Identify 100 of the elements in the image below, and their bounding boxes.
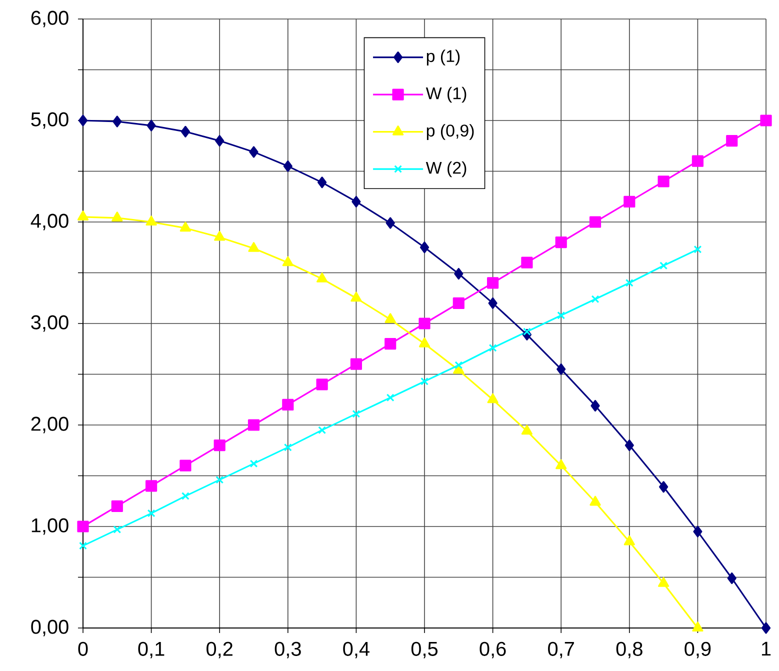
point bbox=[214, 440, 226, 452]
point bbox=[147, 509, 156, 518]
legend-label: W (2) bbox=[426, 161, 466, 178]
x-tick-label: 0,2 bbox=[206, 642, 232, 658]
point bbox=[250, 460, 258, 468]
point bbox=[624, 196, 636, 208]
point bbox=[215, 134, 224, 147]
point bbox=[557, 311, 566, 320]
y-tick-label: 4,00 bbox=[30, 214, 68, 230]
point bbox=[318, 426, 326, 434]
point bbox=[216, 476, 224, 484]
point bbox=[693, 526, 702, 538]
point bbox=[180, 126, 190, 138]
point bbox=[350, 292, 362, 302]
point bbox=[692, 622, 704, 632]
point bbox=[659, 481, 668, 493]
point bbox=[386, 217, 395, 229]
point bbox=[146, 480, 158, 492]
point bbox=[590, 400, 600, 412]
point bbox=[384, 338, 396, 350]
point bbox=[556, 459, 567, 470]
point bbox=[727, 572, 736, 584]
point bbox=[454, 361, 463, 370]
point bbox=[658, 176, 670, 188]
point bbox=[522, 328, 531, 336]
x-tick-label: 0,7 bbox=[548, 642, 574, 658]
legend-label: p (1) bbox=[426, 50, 460, 66]
point bbox=[590, 496, 601, 506]
point bbox=[589, 216, 602, 228]
x-tick-label: 0,1 bbox=[138, 642, 164, 658]
point bbox=[761, 622, 771, 634]
point bbox=[487, 277, 499, 289]
point bbox=[78, 114, 88, 126]
point bbox=[77, 210, 89, 220]
point bbox=[282, 256, 294, 266]
x-tick-label: 1 bbox=[762, 642, 771, 656]
point bbox=[694, 245, 702, 254]
point bbox=[556, 363, 566, 375]
x-tick-label: 0,3 bbox=[274, 642, 301, 658]
point bbox=[555, 236, 567, 248]
point bbox=[284, 443, 292, 452]
point bbox=[111, 500, 123, 512]
point bbox=[112, 212, 123, 222]
point bbox=[692, 155, 704, 167]
point bbox=[248, 419, 260, 431]
point bbox=[316, 378, 328, 390]
point bbox=[214, 230, 226, 241]
point bbox=[180, 222, 192, 232]
point bbox=[760, 114, 772, 126]
point bbox=[454, 268, 464, 280]
legend-label: p (0,9) bbox=[426, 124, 474, 140]
point bbox=[658, 577, 670, 587]
x-tick-label: 0,4 bbox=[343, 642, 370, 658]
point bbox=[726, 134, 738, 147]
point bbox=[249, 146, 258, 158]
point bbox=[420, 377, 428, 386]
point bbox=[113, 526, 122, 534]
point bbox=[488, 297, 498, 309]
y-tick-label: 6,00 bbox=[31, 10, 68, 28]
point bbox=[418, 318, 430, 330]
y-tick-label: 0,00 bbox=[31, 620, 68, 636]
y-tick-label: 3,00 bbox=[31, 315, 68, 332]
point bbox=[352, 410, 360, 418]
point bbox=[316, 272, 328, 282]
point bbox=[625, 278, 634, 287]
point bbox=[181, 492, 190, 500]
point bbox=[591, 295, 600, 304]
x-tick-label: 0,9 bbox=[684, 642, 711, 658]
point bbox=[180, 460, 192, 472]
point bbox=[248, 242, 260, 252]
x-tick-label: 0 bbox=[78, 642, 88, 656]
point bbox=[146, 120, 156, 132]
point bbox=[386, 394, 394, 402]
point bbox=[350, 358, 362, 370]
point bbox=[146, 216, 157, 226]
point bbox=[282, 398, 294, 410]
point bbox=[283, 160, 292, 172]
point bbox=[384, 313, 396, 323]
point bbox=[418, 337, 430, 348]
point bbox=[624, 535, 635, 546]
x-tick-label: 0,5 bbox=[411, 642, 438, 658]
point bbox=[488, 344, 497, 352]
point bbox=[112, 116, 122, 128]
y-tick-label: 2,00 bbox=[31, 416, 68, 434]
point bbox=[521, 424, 533, 435]
y-tick-label: 1,00 bbox=[32, 518, 68, 535]
x-tick-label: 0,8 bbox=[616, 642, 642, 658]
point bbox=[318, 176, 327, 188]
y-tick-label: 5,00 bbox=[31, 112, 68, 129]
legend-label: W (1) bbox=[426, 86, 466, 103]
point bbox=[420, 242, 430, 254]
point bbox=[79, 542, 87, 550]
x-tick-label: 0,6 bbox=[480, 642, 506, 658]
point bbox=[352, 196, 361, 208]
point bbox=[624, 440, 634, 452]
point bbox=[521, 256, 533, 268]
point bbox=[660, 262, 668, 270]
point bbox=[77, 520, 89, 532]
point bbox=[452, 297, 464, 309]
point bbox=[487, 393, 498, 404]
